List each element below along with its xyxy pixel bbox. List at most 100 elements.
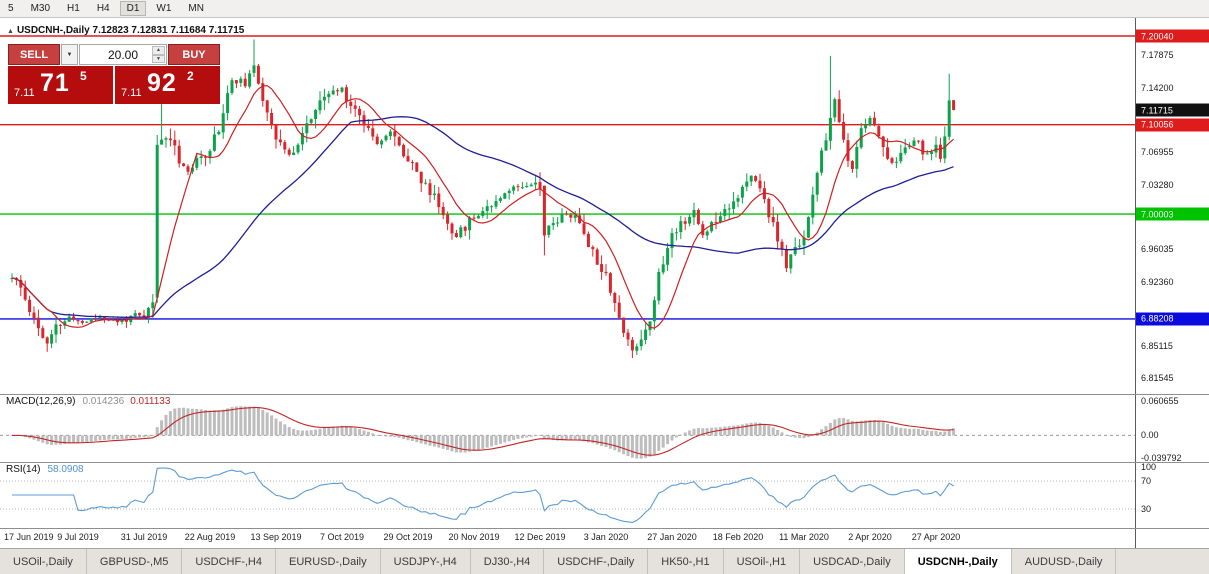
date-label: 20 Nov 2019: [448, 532, 500, 542]
date-label: 27 Apr 2020: [911, 532, 961, 542]
date-label: 3 Jan 2020: [583, 532, 629, 542]
panel-separator[interactable]: [0, 462, 1209, 463]
macd-scale-value: 0.00: [1141, 430, 1159, 441]
buy-price-big: 92: [147, 69, 177, 97]
macd-name: MACD(12,26,9): [6, 396, 76, 407]
macd-signal-value: 0.011133: [130, 396, 171, 407]
rsi-scale: 100 70 30: [1135, 462, 1209, 528]
chevron-down-icon: ▼: [66, 51, 73, 58]
macd-canvas[interactable]: [0, 394, 1135, 462]
rsi-value: 58.0908: [47, 464, 84, 475]
timeframe-d1[interactable]: D1: [119, 1, 147, 16]
tab-gbpusd-m5[interactable]: GBPUSD-,M5: [87, 549, 183, 574]
panel-separator: [0, 528, 1209, 529]
buy-price-pip: 2: [187, 69, 194, 83]
tab-hk50-h1[interactable]: HK50-,H1: [648, 549, 724, 574]
timeframe-h1[interactable]: H1: [67, 3, 80, 14]
tab-usdchf-daily[interactable]: USDCHF-,Daily: [544, 549, 649, 574]
sell-quote-tile: 7.11 71 5: [8, 66, 113, 104]
tab-usdchf-h4[interactable]: USDCHF-,H4: [182, 549, 276, 574]
timeframe-5[interactable]: 5: [8, 3, 14, 14]
tab-dj30-h4[interactable]: DJ30-,H4: [471, 549, 545, 574]
price-level-badge: 7.20040: [1136, 29, 1209, 43]
macd-scale-value: 0.060655: [1141, 396, 1179, 406]
rsi-scale-value: 70: [1141, 476, 1152, 486]
tab-usoil-h1[interactable]: USOil-,H1: [724, 549, 801, 574]
timeframe-w1[interactable]: W1: [156, 3, 172, 14]
chart-tabs-bar: USOil-,Daily GBPUSD-,M5 USDCHF-,H4 EURUSD-,…: [0, 548, 1209, 574]
price-tick: 7.06955: [1141, 147, 1174, 158]
date-label: 12 Dec 2019: [514, 532, 566, 542]
rsi-canvas[interactable]: [0, 462, 1135, 528]
chart-window: ▲ USDCNH-,Daily 7.12823 7.12831 7.11684 7…: [0, 18, 1209, 548]
panel-separator[interactable]: [0, 394, 1209, 395]
rsi-line: [12, 467, 954, 524]
timeframe-toolbar: 5 M30 H1 H4 D1 W1 MN: [0, 0, 1209, 18]
date-label: 9 Jul 2019: [57, 532, 99, 542]
date-label: 27 Jan 2020: [647, 532, 697, 542]
sell-price-big: 71: [40, 69, 70, 97]
buy-button[interactable]: BUY: [168, 44, 220, 65]
time-axis-corner: [1135, 528, 1209, 548]
price-level-badge: 7.00003: [1136, 207, 1209, 221]
price-chart-canvas[interactable]: [0, 18, 1135, 394]
tab-audusd-daily[interactable]: AUDUSD-,Daily: [1012, 549, 1117, 574]
macd-main-value: 0.014236: [82, 396, 125, 407]
volume-increase-button[interactable]: ▲: [152, 46, 165, 55]
price-tick: 7.03280: [1141, 179, 1174, 190]
price-scale[interactable]: 7.17875 7.14200 7.06955 7.03280 6.96035 6.923…: [1135, 18, 1209, 394]
rsi-scale-value: 100: [1141, 462, 1157, 472]
sell-price-prefix: 7.11: [14, 87, 35, 99]
macd-panel: MACD(12,26,9) 0.014236 0.011133 0.060655 0.…: [0, 394, 1209, 462]
order-options-dropdown[interactable]: ▼: [61, 44, 78, 65]
sell-price-pip: 5: [80, 69, 87, 83]
date-label: 31 Jul 2019: [120, 532, 168, 542]
price-tick: 6.85115: [1141, 341, 1173, 352]
buy-quote-tile: 7.11 92 2: [115, 66, 220, 104]
tab-usdjpy-h4[interactable]: USDJPY-,H4: [381, 549, 471, 574]
date-label: 13 Sep 2019: [250, 532, 302, 542]
macd-label: MACD(12,26,9) 0.014236 0.011133: [6, 396, 170, 407]
tab-usdcad-daily[interactable]: USDCAD-,Daily: [800, 549, 905, 574]
timeframe-m30[interactable]: M30: [30, 3, 51, 14]
rsi-panel: RSI(14) 58.0908 100 70 30: [0, 462, 1209, 528]
one-click-trading-widget: SELL ▼ 20.00 ▲ ▼ BUY 7.11 71: [8, 44, 220, 104]
date-label: 17 Jun 2019: [4, 532, 54, 542]
rsi-name: RSI(14): [6, 464, 41, 475]
price-tick: 6.81545: [1141, 373, 1174, 384]
tab-eurusd-daily[interactable]: EURUSD-,Daily: [276, 549, 381, 574]
price-level-badge: 7.10056: [1136, 118, 1209, 132]
date-label: 18 Feb 2020: [712, 532, 764, 542]
price-level-badge: 7.11715: [1136, 103, 1209, 117]
time-axis[interactable]: 17 Jun 2019 9 Jul 2019 31 Jul 2019 22 Aug 2…: [0, 528, 1209, 548]
date-label: 29 Oct 2019: [383, 532, 433, 542]
macd-scale-value: -0.039792: [1141, 453, 1182, 462]
macd-signal-line: [12, 406, 954, 456]
macd-histogram: [10, 406, 956, 459]
price-tick: 6.92360: [1141, 277, 1174, 287]
chart-shift-marker-icon: ▲: [7, 28, 14, 35]
date-label: 7 Oct 2019: [319, 532, 365, 542]
date-label: 2 Apr 2020: [848, 532, 892, 542]
timeframe-mn[interactable]: MN: [188, 3, 204, 14]
chart-symbol-info: ▲ USDCNH-,Daily 7.12823 7.12831 7.11684 7…: [7, 25, 244, 36]
price-tick: 6.96035: [1141, 244, 1174, 255]
macd-scale: 0.060655 0.00 -0.039792: [1135, 394, 1209, 462]
price-level-badge: 6.88208: [1136, 312, 1209, 326]
volume-decrease-button[interactable]: ▼: [152, 54, 165, 63]
tab-usoil-daily[interactable]: USOil-,Daily: [0, 549, 87, 574]
volume-input[interactable]: 20.00 ▲ ▼: [79, 44, 167, 65]
buy-price-prefix: 7.11: [121, 87, 142, 99]
price-panel: ▲ USDCNH-,Daily 7.12823 7.12831 7.11684 7…: [0, 18, 1209, 394]
rsi-label: RSI(14) 58.0908: [6, 464, 84, 475]
tab-usdcnh-daily[interactable]: USDCNH-,Daily: [904, 549, 1012, 574]
date-label: 11 Mar 2020: [779, 532, 829, 542]
ohlc-readout: USDCNH-,Daily 7.12823 7.12831 7.11684 7.…: [16, 25, 245, 36]
sell-button[interactable]: SELL: [8, 44, 60, 65]
ma-slow-line: [11, 116, 954, 319]
candles-layer: [10, 39, 956, 358]
volume-value: 20.00: [107, 47, 139, 62]
timeframe-h4[interactable]: H4: [96, 3, 110, 14]
price-tick: 7.17875: [1141, 50, 1174, 61]
